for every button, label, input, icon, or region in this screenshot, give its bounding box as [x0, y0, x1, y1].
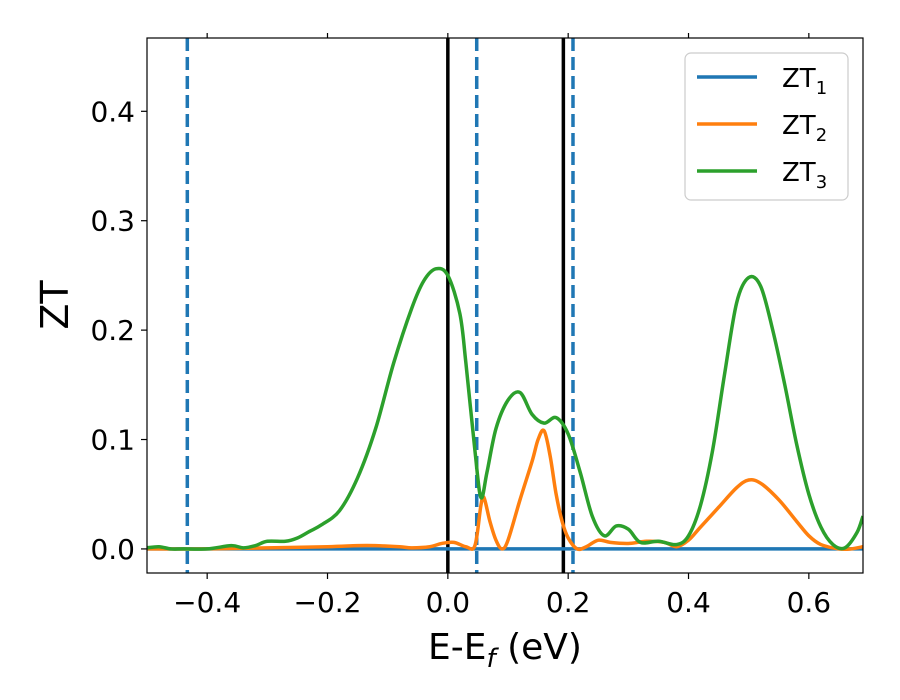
legend: ZT1 ZT2 ZT3 — [684, 52, 849, 201]
legend-label: ZT1 — [782, 64, 827, 99]
x-axis: −0.4 −0.2 0.0 0.2 0.4 0.6 — [173, 33, 831, 619]
plot-frame — [146, 37, 864, 574]
x-tick-label: 0.2 — [546, 586, 591, 619]
series-layer — [147, 266, 863, 552]
x-tick-label: 0.0 — [426, 586, 471, 619]
x-tick-label: −0.4 — [173, 586, 241, 619]
series-line-zt3 — [147, 266, 863, 551]
x-tick-label: −0.2 — [294, 586, 362, 619]
x-tick-label: 0.6 — [787, 586, 832, 619]
y-tick-label: 0.0 — [90, 533, 135, 566]
legend-box — [684, 52, 849, 201]
series-line-zt2 — [147, 428, 863, 552]
y-tick-label: 0.2 — [90, 314, 135, 347]
x-tick-label: 0.4 — [666, 586, 711, 619]
legend-label: ZT2 — [782, 111, 827, 146]
y-axis: 0.0 0.1 0.2 0.3 0.4 — [90, 95, 147, 566]
y-axis-title: ZT — [33, 280, 77, 330]
y-tick-label: 0.1 — [90, 424, 135, 457]
x-axis-title: E-Ef (eV) — [428, 627, 582, 674]
legend-label: ZT3 — [782, 158, 827, 193]
vertical-reference-lines — [185, 38, 575, 573]
y-tick-label: 0.3 — [90, 205, 135, 238]
y-tick-label: 0.4 — [90, 95, 135, 128]
